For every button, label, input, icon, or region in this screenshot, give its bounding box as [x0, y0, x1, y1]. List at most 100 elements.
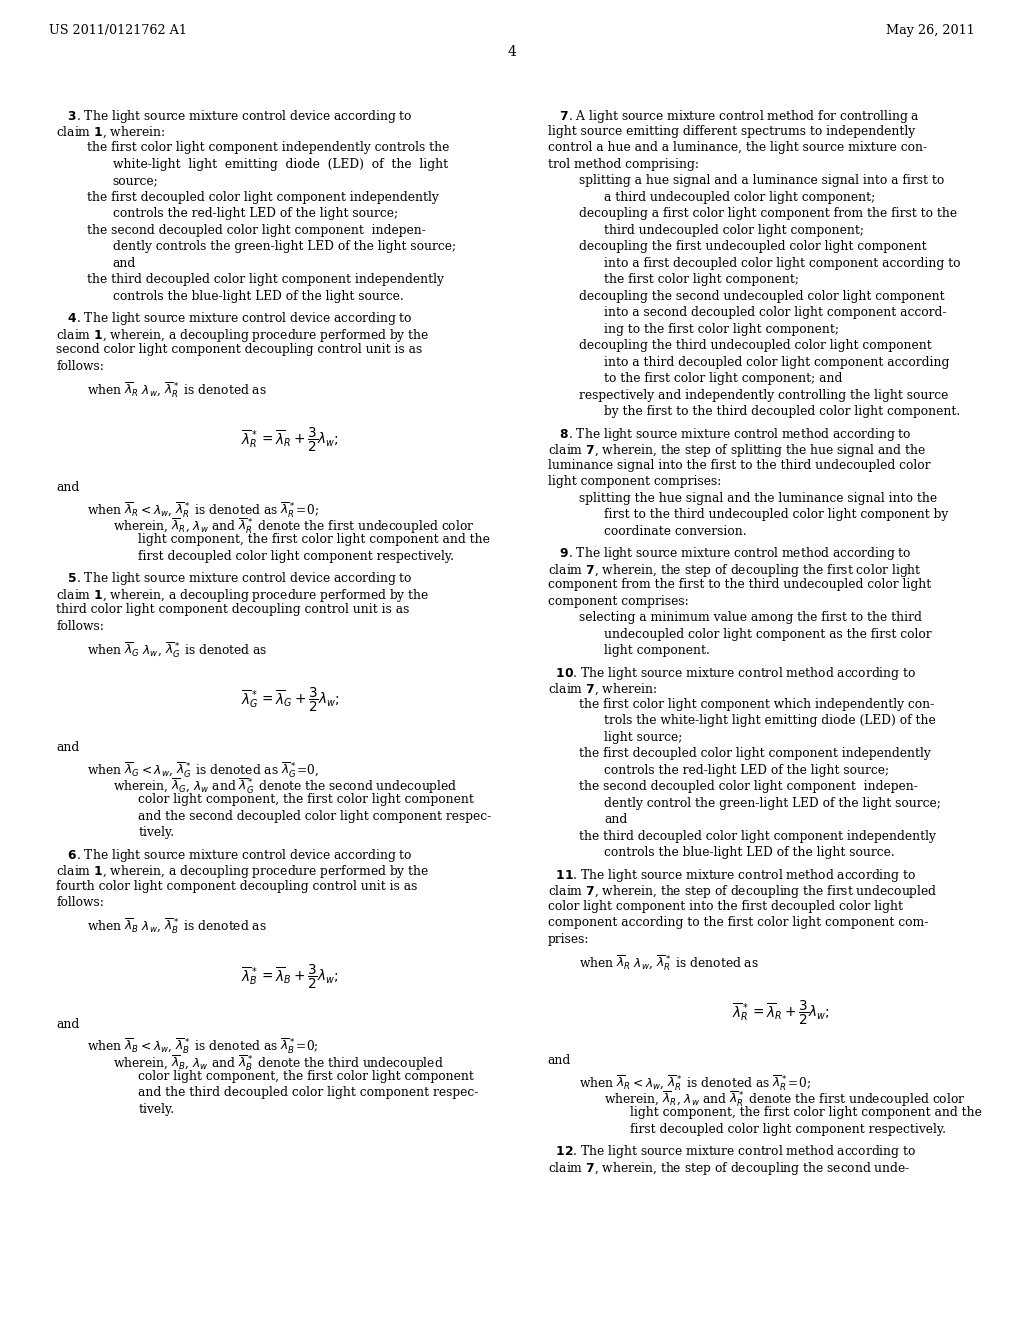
Text: claim $\mathbf{1}$, wherein:: claim $\mathbf{1}$, wherein:	[56, 124, 166, 140]
Text: light component, the first color light component and the: light component, the first color light c…	[630, 1106, 982, 1119]
Text: controls the red-light LED of the light source;: controls the red-light LED of the light …	[604, 763, 889, 776]
Text: 4: 4	[508, 45, 516, 59]
Text: selecting a minimum value among the first to the third: selecting a minimum value among the firs…	[579, 611, 922, 624]
Text: coordinate conversion.: coordinate conversion.	[604, 524, 746, 537]
Text: $\mathbf{11}$. The light source mixture control method according to: $\mathbf{11}$. The light source mixture …	[548, 866, 915, 883]
Text: light source emitting different spectrums to independently: light source emitting different spectrum…	[548, 124, 915, 137]
Text: claim $\mathbf{1}$, wherein, a decoupling procedure performed by the: claim $\mathbf{1}$, wherein, a decouplin…	[56, 326, 429, 343]
Text: component from the first to the third undecoupled color light: component from the first to the third un…	[548, 578, 931, 591]
Text: light component comprises:: light component comprises:	[548, 475, 721, 488]
Text: claim $\mathbf{1}$, wherein, a decoupling procedure performed by the: claim $\mathbf{1}$, wherein, a decouplin…	[56, 863, 429, 880]
Text: claim $\mathbf{7}$, wherein:: claim $\mathbf{7}$, wherein:	[548, 681, 657, 697]
Text: and: and	[604, 813, 628, 826]
Text: claim $\mathbf{7}$, wherein, the step of splitting the hue signal and the: claim $\mathbf{7}$, wherein, the step of…	[548, 442, 926, 459]
Text: decoupling the third undecoupled color light component: decoupling the third undecoupled color l…	[579, 339, 931, 352]
Text: the first decoupled color light component independently: the first decoupled color light componen…	[579, 747, 931, 760]
Text: trol method comprising:: trol method comprising:	[548, 157, 698, 170]
Text: undecoupled color light component as the first color: undecoupled color light component as the…	[604, 627, 932, 640]
Text: component according to the first color light component com-: component according to the first color l…	[548, 916, 928, 929]
Text: wherein, $\overline{\lambda}_{R}$, $\lambda_w$ and $\overline{\lambda}_R^*$ deno: wherein, $\overline{\lambda}_{R}$, $\lam…	[604, 1089, 966, 1109]
Text: follows:: follows:	[56, 359, 104, 372]
Text: wherein, $\overline{\lambda}_G$, $\lambda_w$ and $\overline{\lambda}_G^*$ denote: wherein, $\overline{\lambda}_G$, $\lambd…	[113, 776, 457, 796]
Text: prises:: prises:	[548, 932, 590, 945]
Text: dently control the green-light LED of the light source;: dently control the green-light LED of th…	[604, 796, 941, 809]
Text: color light component, the first color light component: color light component, the first color l…	[138, 793, 474, 807]
Text: when $\overline{\lambda}_R<\lambda_w$, $\overline{\lambda}_R^*$ is denoted as $\: when $\overline{\lambda}_R<\lambda_w$, $…	[87, 500, 318, 520]
Text: respectively and independently controlling the light source: respectively and independently controlli…	[579, 388, 948, 401]
Text: claim $\mathbf{7}$, wherein, the step of decoupling the second unde-: claim $\mathbf{7}$, wherein, the step of…	[548, 1159, 910, 1176]
Text: claim $\mathbf{7}$, wherein, the step of decoupling the first color light: claim $\mathbf{7}$, wherein, the step of…	[548, 561, 922, 578]
Text: $\mathbf{4}$. The light source mixture control device according to: $\mathbf{4}$. The light source mixture c…	[56, 310, 413, 327]
Text: the first color light component;: the first color light component;	[604, 273, 799, 286]
Text: source;: source;	[113, 174, 159, 187]
Text: $\mathbf{3}$. The light source mixture control device according to: $\mathbf{3}$. The light source mixture c…	[56, 108, 413, 125]
Text: and: and	[113, 256, 136, 269]
Text: ing to the first color light component;: ing to the first color light component;	[604, 322, 839, 335]
Text: claim $\mathbf{7}$, wherein, the step of decoupling the first undecoupled: claim $\mathbf{7}$, wherein, the step of…	[548, 883, 937, 900]
Text: when $\overline{\lambda}_B$ $\lambda_w$, $\overline{\lambda}_B^*$ is denoted as: when $\overline{\lambda}_B$ $\lambda_w$,…	[87, 916, 267, 936]
Text: color light component, the first color light component: color light component, the first color l…	[138, 1069, 474, 1082]
Text: the first color light component which independently con-: the first color light component which in…	[579, 697, 934, 710]
Text: splitting the hue signal and the luminance signal into the: splitting the hue signal and the luminan…	[579, 491, 937, 504]
Text: decoupling the second undecoupled color light component: decoupling the second undecoupled color …	[579, 289, 944, 302]
Text: when $\overline{\lambda}_G<\lambda_w$, $\overline{\lambda}_G^*$ is denoted as $\: when $\overline{\lambda}_G<\lambda_w$, $…	[87, 760, 319, 780]
Text: $\overline{\lambda}_R^* = \overline{\lambda}_R + \dfrac{3}{2}\lambda_w;$: $\overline{\lambda}_R^* = \overline{\lam…	[732, 998, 830, 1027]
Text: the first decoupled color light component independently: the first decoupled color light componen…	[87, 190, 439, 203]
Text: May 26, 2011: May 26, 2011	[886, 24, 975, 37]
Text: second color light component decoupling control unit is as: second color light component decoupling …	[56, 343, 423, 356]
Text: the first color light component independently controls the: the first color light component independ…	[87, 141, 450, 154]
Text: fourth color light component decoupling control unit is as: fourth color light component decoupling …	[56, 879, 418, 892]
Text: and: and	[56, 741, 80, 754]
Text: and the second decoupled color light component respec-: and the second decoupled color light com…	[138, 809, 492, 822]
Text: when $\overline{\lambda}_G$ $\lambda_w$, $\overline{\lambda}_G^*$ is denoted as: when $\overline{\lambda}_G$ $\lambda_w$,…	[87, 640, 267, 660]
Text: claim $\mathbf{1}$, wherein, a decoupling procedure performed by the: claim $\mathbf{1}$, wherein, a decouplin…	[56, 586, 429, 603]
Text: $\mathbf{10}$. The light source mixture control method according to: $\mathbf{10}$. The light source mixture …	[548, 664, 915, 681]
Text: the second decoupled color light component  indepen-: the second decoupled color light compone…	[579, 780, 918, 793]
Text: light component.: light component.	[604, 644, 710, 657]
Text: $\mathbf{5}$. The light source mixture control device according to: $\mathbf{5}$. The light source mixture c…	[56, 570, 413, 587]
Text: decoupling the first undecoupled color light component: decoupling the first undecoupled color l…	[579, 240, 926, 253]
Text: control a hue and a luminance, the light source mixture con-: control a hue and a luminance, the light…	[548, 141, 927, 154]
Text: $\mathbf{6}$. The light source mixture control device according to: $\mathbf{6}$. The light source mixture c…	[56, 846, 413, 863]
Text: trols the white-light light emitting diode (LED) of the: trols the white-light light emitting dio…	[604, 714, 936, 727]
Text: $\mathbf{8}$. The light source mixture control method according to: $\mathbf{8}$. The light source mixture c…	[548, 425, 911, 442]
Text: first decoupled color light component respectively.: first decoupled color light component re…	[138, 549, 455, 562]
Text: $\mathbf{9}$. The light source mixture control method according to: $\mathbf{9}$. The light source mixture c…	[548, 545, 911, 562]
Text: follows:: follows:	[56, 619, 104, 632]
Text: the third decoupled color light component independently: the third decoupled color light componen…	[579, 829, 936, 842]
Text: the second decoupled color light component  indepen-: the second decoupled color light compone…	[87, 223, 426, 236]
Text: light source;: light source;	[604, 730, 683, 743]
Text: decoupling a first color light component from the first to the: decoupling a first color light component…	[579, 207, 956, 220]
Text: when $\overline{\lambda}_R<\lambda_w$, $\overline{\lambda}_R^*$ is denoted as $\: when $\overline{\lambda}_R<\lambda_w$, $…	[579, 1073, 810, 1093]
Text: wherein, $\overline{\lambda}_B$, $\lambda_w$ and $\overline{\lambda}_B^*$ denote: wherein, $\overline{\lambda}_B$, $\lambd…	[113, 1053, 443, 1073]
Text: and the third decoupled color light component respec-: and the third decoupled color light comp…	[138, 1086, 478, 1100]
Text: to the first color light component; and: to the first color light component; and	[604, 372, 843, 385]
Text: controls the red-light LED of the light source;: controls the red-light LED of the light …	[113, 207, 397, 220]
Text: first to the third undecoupled color light component by: first to the third undecoupled color lig…	[604, 508, 948, 521]
Text: by the first to the third decoupled color light component.: by the first to the third decoupled colo…	[604, 405, 961, 418]
Text: $\overline{\lambda}_B^* = \overline{\lambda}_B + \dfrac{3}{2}\lambda_w;$: $\overline{\lambda}_B^* = \overline{\lam…	[241, 962, 339, 990]
Text: and: and	[548, 1053, 571, 1067]
Text: when $\overline{\lambda}_B<\lambda_w$, $\overline{\lambda}_B^*$ is denoted as $\: when $\overline{\lambda}_B<\lambda_w$, $…	[87, 1036, 318, 1056]
Text: controls the blue-light LED of the light source.: controls the blue-light LED of the light…	[113, 289, 403, 302]
Text: when $\overline{\lambda}_R$ $\lambda_w$, $\overline{\lambda}_R^*$ is denoted as: when $\overline{\lambda}_R$ $\lambda_w$,…	[579, 953, 759, 973]
Text: splitting a hue signal and a luminance signal into a first to: splitting a hue signal and a luminance s…	[579, 174, 944, 187]
Text: component comprises:: component comprises:	[548, 594, 688, 607]
Text: color light component into the first decoupled color light: color light component into the first dec…	[548, 899, 903, 912]
Text: a third undecoupled color light component;: a third undecoupled color light componen…	[604, 190, 876, 203]
Text: and: and	[56, 1018, 80, 1031]
Text: $\mathbf{12}$. The light source mixture control method according to: $\mathbf{12}$. The light source mixture …	[548, 1143, 915, 1160]
Text: into a third decoupled color light component according: into a third decoupled color light compo…	[604, 355, 949, 368]
Text: dently controls the green-light LED of the light source;: dently controls the green-light LED of t…	[113, 240, 456, 253]
Text: into a first decoupled color light component according to: into a first decoupled color light compo…	[604, 256, 961, 269]
Text: controls the blue-light LED of the light source.: controls the blue-light LED of the light…	[604, 846, 895, 859]
Text: $\mathbf{7}$. A light source mixture control method for controlling a: $\mathbf{7}$. A light source mixture con…	[548, 108, 920, 125]
Text: light component, the first color light component and the: light component, the first color light c…	[138, 533, 490, 546]
Text: third undecoupled color light component;: third undecoupled color light component;	[604, 223, 864, 236]
Text: white-light  light  emitting  diode  (LED)  of  the  light: white-light light emitting diode (LED) o…	[113, 157, 447, 170]
Text: first decoupled color light component respectively.: first decoupled color light component re…	[630, 1122, 946, 1135]
Text: US 2011/0121762 A1: US 2011/0121762 A1	[49, 24, 187, 37]
Text: follows:: follows:	[56, 896, 104, 909]
Text: tively.: tively.	[138, 1102, 174, 1115]
Text: luminance signal into the first to the third undecoupled color: luminance signal into the first to the t…	[548, 458, 931, 471]
